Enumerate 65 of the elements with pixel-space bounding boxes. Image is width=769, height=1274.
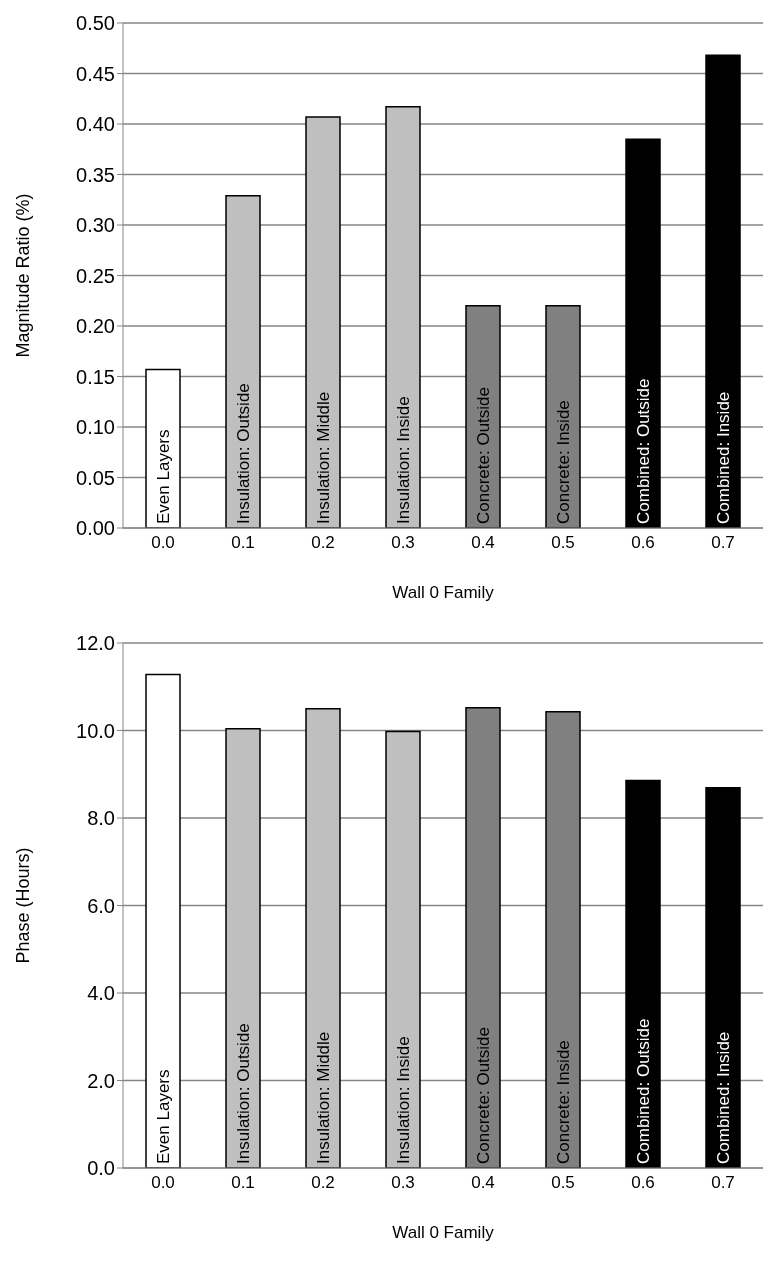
- y-axis-title: Phase (Hours): [13, 847, 34, 964]
- x-axis-title: Wall 0 Family: [392, 1223, 495, 1242]
- y-tick-label: 0.00: [76, 517, 115, 540]
- x-tick-label: 0.2: [311, 1173, 335, 1193]
- bar: [225, 194, 261, 528]
- y-tick-label: 8.0: [87, 807, 115, 830]
- x-tick-label: 0.1: [231, 1173, 255, 1193]
- annotation: Insulation: Middle: [313, 1031, 333, 1164]
- x-tick-label: 0.4: [471, 1173, 495, 1193]
- bar: [625, 138, 661, 528]
- y-tick-label: 4.0: [87, 982, 115, 1005]
- y-tick-label: 2.0: [87, 1069, 115, 1092]
- y-tick-label: 0.10: [76, 416, 115, 439]
- y-tick-label: 0.35: [76, 163, 115, 186]
- x-tick-label: 0.1: [231, 533, 255, 553]
- x-tick-label: 0.3: [391, 1173, 415, 1193]
- x-tick-label: 0.6: [631, 533, 655, 553]
- annotation: Concrete: Inside: [553, 400, 573, 524]
- x-tick-label: 0.7: [711, 1173, 735, 1193]
- annotation: Concrete: Outside: [473, 386, 493, 524]
- annotation: Combined: Outside: [633, 1018, 653, 1164]
- y-tick-label: 0.50: [76, 12, 115, 35]
- bar: [305, 116, 341, 528]
- bar: [705, 787, 741, 1168]
- annotation: Even Layers: [153, 429, 173, 524]
- y-tick-label: 0.15: [76, 365, 115, 388]
- bar: [385, 730, 421, 1168]
- y-tick-label: 10.0: [76, 719, 115, 742]
- y-tick-label: 12.0: [76, 632, 115, 655]
- x-tick-label: 0.7: [711, 533, 735, 553]
- y-tick-label: 0.45: [76, 62, 115, 85]
- bar: [305, 707, 341, 1168]
- annotation: Insulation: Inside: [393, 1036, 413, 1164]
- annotation: Insulation: Outside: [233, 1023, 253, 1164]
- bar: [145, 368, 181, 528]
- bar: [225, 728, 261, 1168]
- bar: [705, 54, 741, 528]
- x-axis-title: Wall 0 Family: [392, 583, 495, 602]
- y-tick-label: 0.25: [76, 264, 115, 287]
- annotation: Combined: Inside: [713, 391, 733, 524]
- annotation: Insulation: Inside: [393, 396, 413, 524]
- bar: [385, 106, 421, 528]
- y-axis-title: Magnitude Ratio (%): [13, 193, 34, 358]
- y-tick-label: 0.20: [76, 315, 115, 338]
- bar: [145, 673, 181, 1168]
- annotation: Combined: Inside: [713, 1031, 733, 1164]
- y-tick-label: 0.40: [76, 113, 115, 136]
- x-tick-label: 0.0: [151, 533, 175, 553]
- x-tick-label: 0.4: [471, 533, 495, 553]
- y-tick-label: 0.05: [76, 466, 115, 489]
- x-tick-label: 0.2: [311, 533, 335, 553]
- annotation: Combined: Outside: [633, 378, 653, 524]
- x-tick-label: 0.6: [631, 1173, 655, 1193]
- annotation: Even Layers: [153, 1069, 173, 1164]
- annotation: Concrete: Outside: [473, 1026, 493, 1164]
- annotation: Concrete: Inside: [553, 1040, 573, 1164]
- bar: [625, 779, 661, 1168]
- annotation: Insulation: Middle: [313, 391, 333, 524]
- y-tick-label: 6.0: [87, 894, 115, 917]
- x-tick-label: 0.3: [391, 533, 415, 553]
- y-tick-label: 0.30: [76, 214, 115, 237]
- annotation: Insulation: Outside: [233, 383, 253, 524]
- x-tick-label: 0.5: [551, 1173, 575, 1193]
- x-tick-label: 0.5: [551, 533, 575, 553]
- x-tick-label: 0.0: [151, 1173, 175, 1193]
